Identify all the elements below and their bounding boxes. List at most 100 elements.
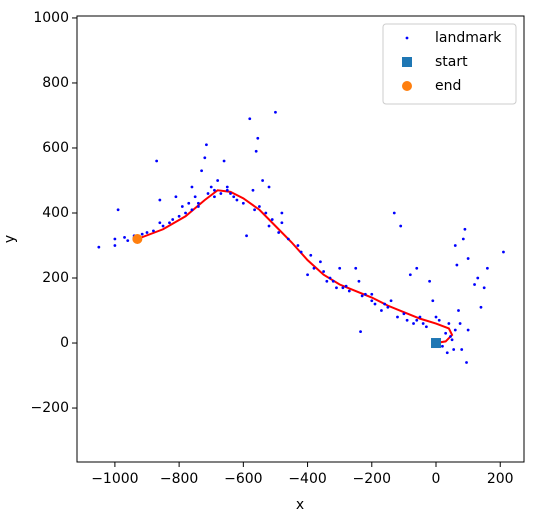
point [357, 279, 361, 283]
point [177, 214, 181, 218]
point [216, 179, 220, 182]
point [445, 351, 449, 355]
point [479, 305, 483, 309]
point [225, 185, 229, 189]
point [267, 224, 271, 228]
point [286, 237, 290, 241]
point [97, 245, 101, 249]
point [309, 253, 313, 257]
point [132, 234, 143, 244]
point [399, 224, 403, 228]
x-tick-label: −600 [224, 471, 262, 487]
point [274, 110, 277, 114]
point [190, 208, 194, 212]
x-tick-label: −1000 [91, 471, 138, 487]
point [453, 244, 457, 247]
point [319, 260, 322, 264]
y-axis-label: y [2, 235, 18, 243]
point [363, 292, 367, 296]
x-tick-label: 0 [432, 471, 441, 487]
point [396, 315, 399, 319]
point [225, 188, 229, 192]
point [370, 299, 374, 303]
point [168, 221, 171, 225]
point [370, 292, 374, 296]
point [306, 273, 309, 277]
x-tick-label: −400 [288, 471, 326, 487]
point [437, 318, 441, 322]
point [267, 185, 271, 189]
point [196, 205, 200, 208]
point [476, 276, 480, 280]
y-tick-label: 400 [42, 205, 69, 221]
point [206, 192, 210, 195]
point [280, 211, 284, 215]
point [174, 195, 178, 199]
point [412, 322, 415, 325]
point [482, 286, 486, 290]
point [253, 208, 256, 212]
point [373, 302, 377, 306]
point [328, 276, 332, 280]
point [466, 257, 470, 260]
point [270, 218, 274, 221]
point [325, 279, 329, 283]
point [190, 185, 194, 189]
point [335, 286, 338, 290]
point [116, 208, 120, 212]
point [229, 192, 232, 195]
point [360, 294, 364, 298]
point [322, 270, 326, 273]
point [123, 235, 126, 239]
x-axis-label: x [296, 497, 304, 513]
point [461, 237, 465, 241]
point [458, 322, 462, 325]
point [299, 250, 303, 254]
x-tick-label: −800 [160, 471, 198, 487]
point [331, 279, 335, 283]
point [184, 211, 187, 215]
point [354, 266, 358, 270]
point [453, 328, 457, 332]
point [213, 195, 216, 199]
point [431, 338, 442, 349]
point [158, 221, 162, 225]
point [402, 312, 406, 316]
point [347, 289, 351, 293]
point [235, 198, 239, 202]
point [245, 234, 248, 238]
point [161, 224, 165, 228]
point [431, 299, 435, 303]
point [466, 328, 470, 332]
legend-label: landmark [435, 30, 502, 46]
point [485, 266, 489, 270]
point [126, 239, 130, 243]
point [450, 338, 454, 342]
x-tick-label: −200 [353, 471, 391, 487]
point [463, 227, 467, 231]
point [222, 159, 226, 163]
legend-marker [402, 57, 412, 67]
point [380, 309, 383, 312]
legend-label: end [435, 78, 461, 94]
point [113, 237, 117, 241]
point [171, 218, 175, 221]
point [145, 231, 149, 234]
y-tick-label: 1000 [33, 10, 69, 26]
point [386, 305, 390, 309]
point [473, 283, 476, 286]
legend-label: start [435, 54, 468, 70]
point [213, 188, 216, 192]
point [444, 331, 448, 335]
point [418, 315, 422, 319]
point [248, 117, 252, 121]
point [434, 315, 438, 319]
point [203, 156, 207, 160]
point [180, 205, 184, 208]
y-tick-label: 0 [60, 335, 69, 351]
point [383, 302, 387, 306]
legend [382, 23, 517, 105]
point [452, 348, 456, 351]
y-tick-label: 800 [42, 75, 69, 91]
